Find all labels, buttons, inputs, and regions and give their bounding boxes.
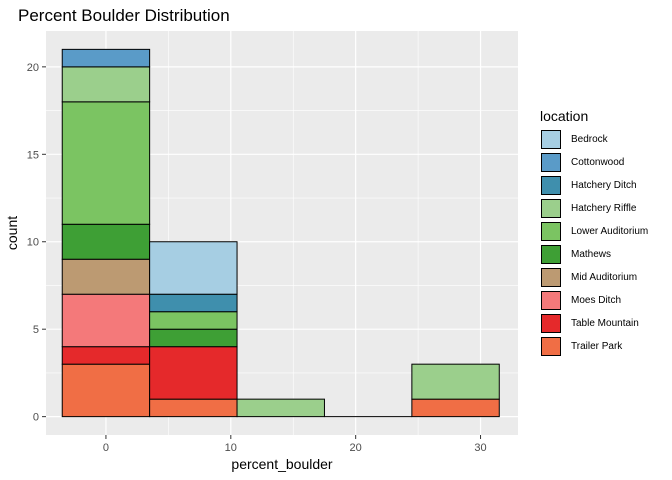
legend: location Bedrock Cottonwood Hatchery Ditch…	[540, 108, 648, 358]
bars	[61, 48, 500, 418]
legend-key	[541, 291, 561, 310]
legend-key	[541, 199, 561, 218]
chart-title: Percent Boulder Distribution	[18, 6, 230, 25]
legend-item: Hatchery Riffle	[540, 197, 648, 220]
legend-items: Bedrock Cottonwood Hatchery Ditch Hatchery …	[540, 128, 648, 358]
legend-key	[541, 222, 561, 241]
legend-item: Mid Auditorium	[540, 266, 648, 289]
bar-segment-trailer-park	[61, 363, 151, 418]
legend-item: Cottonwood	[540, 151, 648, 174]
x-tick-label: 30	[474, 442, 486, 454]
y-tick-label: 20	[27, 62, 39, 74]
legend-label: Mid Auditorium	[571, 272, 638, 283]
legend-item: Trailer Park	[540, 335, 648, 358]
legend-label: Hatchery Ditch	[571, 180, 637, 191]
bar-segment-hatchery-ditch	[149, 293, 238, 313]
bar-segment-hatchery-riffle	[236, 398, 325, 418]
bar-segment-bedrock	[149, 241, 238, 295]
legend-label: Trailer Park	[571, 341, 623, 352]
x-tick-label: 10	[225, 442, 237, 454]
legend-item: Table Mountain	[540, 312, 648, 335]
bar-segment-hatchery-riffle	[411, 363, 500, 400]
legend-key	[541, 268, 561, 287]
legend-label: Bedrock	[571, 134, 608, 145]
x-axis-title: percent_boulder	[231, 456, 333, 472]
y-axis-ticks: 0 5 10 15 20	[27, 62, 46, 424]
legend-label: Hatchery Riffle	[571, 203, 637, 214]
bar-segment-mathews	[61, 223, 151, 260]
legend-label: Cottonwood	[571, 157, 625, 168]
legend-item: Bedrock	[540, 128, 648, 151]
legend-key	[541, 176, 561, 195]
bar-segment-lower-auditorium	[61, 101, 151, 225]
bar-segment-trailer-park	[149, 398, 238, 418]
y-tick-label: 10	[27, 237, 39, 249]
y-axis-title: count	[4, 216, 20, 250]
y-tick-label: 0	[33, 412, 39, 424]
legend-item: Mathews	[540, 243, 648, 266]
x-axis-ticks: 0 10 20 30	[103, 435, 487, 454]
y-tick-label: 5	[33, 324, 39, 336]
x-tick-label: 0	[103, 442, 109, 454]
legend-key	[541, 314, 561, 333]
bar-segment-table-mountain	[149, 346, 238, 400]
legend-label: Lower Auditorium	[571, 226, 649, 237]
legend-key	[541, 153, 561, 172]
x-tick-label: 20	[350, 442, 362, 454]
legend-key	[541, 245, 561, 264]
legend-title: location	[540, 108, 589, 124]
bar-segment-trailer-park	[411, 398, 500, 418]
legend-item: Lower Auditorium	[540, 220, 648, 243]
bar-segment-mathews	[149, 328, 238, 348]
legend-item: Hatchery Ditch	[540, 174, 648, 197]
legend-label: Table Mountain	[571, 318, 639, 329]
legend-key	[541, 337, 561, 356]
y-tick-label: 15	[27, 149, 39, 161]
legend-key	[541, 130, 561, 149]
bar-segment-mid-auditorium	[61, 258, 151, 295]
legend-item: Moes Ditch	[540, 289, 648, 312]
bar-segment-hatchery-riffle	[61, 66, 151, 103]
legend-label: Mathews	[571, 249, 612, 260]
bar-segment-lower-auditorium	[149, 311, 238, 330]
bar-segment-moes-ditch	[61, 293, 151, 348]
bar-segment-cottonwood	[61, 48, 151, 68]
bar-segment-table-mountain	[61, 346, 151, 365]
legend-label: Moes Ditch	[571, 295, 622, 306]
